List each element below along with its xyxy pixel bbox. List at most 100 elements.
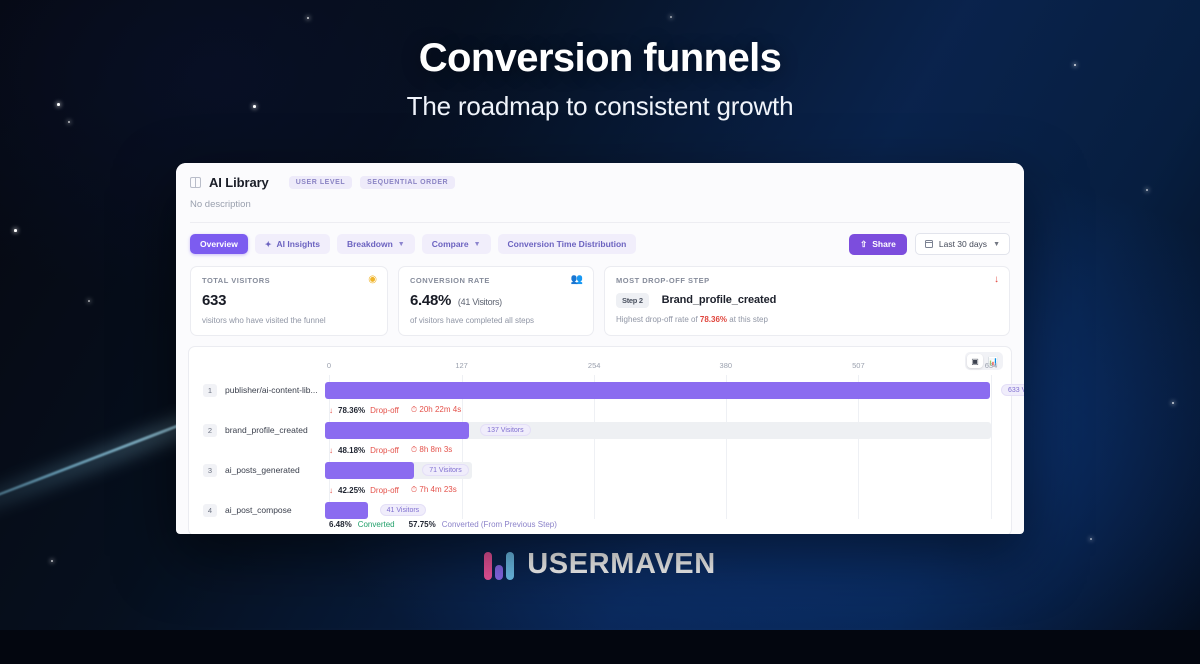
stat-label: TOTAL VISITORS <box>202 276 271 285</box>
stat-value-number: 633 <box>202 292 227 309</box>
dropoff-time: ⏱ 7h 4m 23s <box>411 485 457 495</box>
page-title: Conversion funnels <box>418 36 782 80</box>
stat-note: visitors who have visited the funnel <box>202 316 326 325</box>
down-arrow-icon: ↓ <box>329 445 333 455</box>
tab-compare[interactable]: Compare ▼ <box>421 234 491 254</box>
tab-compare-label: Compare <box>431 239 469 249</box>
panel-icon <box>190 177 201 188</box>
bar <box>325 381 990 399</box>
dropoff-label: Drop-off <box>370 405 399 415</box>
dropoff-time-value: 20h 22m 4s <box>419 405 462 414</box>
dropoff-note-suffix: at this step <box>727 315 768 324</box>
star-dot <box>1074 64 1077 67</box>
funnel-name: AI Library <box>209 175 269 190</box>
logo-mark-icon <box>484 550 515 580</box>
dropoff-label: Drop-off <box>370 485 399 495</box>
step-label: publisher/ai-content-lib... <box>225 385 318 395</box>
visitors-chip: 137 Visitors <box>480 424 531 436</box>
converted-value: 6.48% <box>329 520 352 529</box>
tab-conversion-time-label: Conversion Time Distribution <box>507 239 627 249</box>
bar-track: 633 Visitors <box>325 381 1024 399</box>
tab-breakdown[interactable]: Breakdown ▼ <box>336 234 415 254</box>
date-range-label: Last 30 days <box>938 239 988 249</box>
people-icon: 👥 <box>570 274 583 285</box>
chart-view-toggle[interactable]: ▣ 📊 <box>965 352 1003 370</box>
x-tick: 634 <box>984 361 998 370</box>
dropoff-percent: 48.18% <box>338 445 366 455</box>
funnel-row[interactable]: 4 ai_post_compose 41 Visitors <box>199 499 991 521</box>
gridline <box>991 375 992 519</box>
stat-value: 6.48% (41 Visitors) <box>410 292 582 309</box>
funnel-row[interactable]: 3 ai_posts_generated 71 Visitors <box>199 459 991 481</box>
funnel-description: No description <box>190 199 251 210</box>
date-range-picker[interactable]: Last 30 days ▼ <box>914 233 1010 255</box>
chevron-down-icon: ▼ <box>473 240 481 248</box>
bar <box>325 461 414 479</box>
star-dot <box>51 560 53 562</box>
bar-track: 137 Visitors <box>325 421 991 439</box>
dropoff-label: Drop-off <box>370 445 399 455</box>
headline-block: Conversion funnels The roadmap to consis… <box>0 36 1200 122</box>
tab-overview[interactable]: Overview <box>190 234 248 254</box>
funnel-plot: 0 127 254 380 507 634 1 publis <box>199 361 1024 529</box>
funnel-row[interactable]: 1 publisher/ai-content-lib... 633 Visito… <box>199 379 1024 401</box>
dropoff-time-value: 7h 4m 23s <box>419 485 457 494</box>
funnel-title-row: AI Library USER LEVEL SEQUENTIAL ORDER <box>190 175 1010 190</box>
star-dot <box>68 121 70 123</box>
step-name: Brand_profile_created <box>661 294 777 307</box>
down-arrow-icon: ↓ <box>329 485 333 495</box>
bar <box>325 501 369 519</box>
brand-name: USERMAVEN <box>527 548 716 580</box>
share-button[interactable]: ⇧ Share <box>849 233 907 255</box>
converted-prev-value: 57.75% <box>408 520 436 529</box>
visitors-chip: 71 Visitors <box>422 464 469 476</box>
step-label: ai_post_compose <box>225 505 292 515</box>
tab-toolbar: Overview ✦ AI Insights Breakdown ▼ Compa… <box>176 223 1024 255</box>
stat-label: MOST DROP-OFF STEP <box>616 276 710 285</box>
bar-track: 41 Visitors <box>325 501 991 519</box>
tab-ai-insights[interactable]: ✦ AI Insights <box>254 234 330 254</box>
stat-card-conversion-rate: CONVERSION RATE 👥 6.48% (41 Visitors) of… <box>398 266 594 336</box>
converted-label: Converted <box>357 520 395 529</box>
brand-logo: USERMAVEN <box>0 548 1200 581</box>
coin-icon: ◉ <box>368 274 377 285</box>
step-index: 2 <box>203 423 217 437</box>
share-icon: ⇧ <box>860 238 868 249</box>
funnel-rows: 1 publisher/ai-content-lib... 633 Visito… <box>199 375 1024 525</box>
summary-stats-row: TOTAL VISITORS ◉ 633 visitors who have v… <box>176 255 1024 336</box>
header-divider <box>190 222 1010 223</box>
step-index: 3 <box>203 463 217 477</box>
bar-track: 71 Visitors <box>325 461 473 479</box>
page-subtitle: The roadmap to consistent growth <box>406 91 794 121</box>
dropoff-step-row: Step 2 Brand_profile_created <box>616 291 998 308</box>
funnel-view-icon[interactable]: ▣ <box>967 354 983 368</box>
x-tick: 380 <box>719 361 733 370</box>
tab-conversion-time-distribution[interactable]: Conversion Time Distribution <box>497 234 637 254</box>
dropoff-time-value: 8h 8m 3s <box>419 445 453 454</box>
converted-prev-label: Converted (From Previous Step) <box>441 520 557 529</box>
star-dot <box>88 300 90 302</box>
gridline <box>725 375 727 519</box>
dropoff-line: ↓ 42.25% Drop-off ⏱ 7h 4m 23s <box>329 485 457 495</box>
dropoff-note-value: 78.36% <box>699 315 728 324</box>
calendar-icon <box>924 240 933 248</box>
funnel-chart-panel: ▣ 📊 0 127 254 380 507 634 <box>188 346 1024 534</box>
gridline <box>858 375 860 519</box>
x-axis: 0 127 254 380 507 634 <box>327 361 997 373</box>
dropoff-time: ⏱ 20h 22m 4s <box>411 405 461 415</box>
step-index: 1 <box>203 383 217 397</box>
star-dot <box>57 103 60 106</box>
x-tick: 127 <box>455 361 468 370</box>
badge-user-level: USER LEVEL <box>288 176 353 189</box>
x-tick: 507 <box>852 361 865 370</box>
bar-view-icon[interactable]: 📊 <box>988 356 998 366</box>
card-header: AI Library USER LEVEL SEQUENTIAL ORDER N… <box>176 163 1024 223</box>
app-screenshot-card: AI Library USER LEVEL SEQUENTIAL ORDER N… <box>176 163 1024 534</box>
visitors-chip: 633 Visitors <box>1000 384 1024 396</box>
dropoff-percent: 78.36% <box>338 405 366 415</box>
tab-overview-label: Overview <box>200 239 238 249</box>
step-index: 4 <box>203 503 217 517</box>
sparkle-icon: ✦ <box>264 239 272 249</box>
tab-ai-insights-label: AI Insights <box>276 239 320 249</box>
funnel-row[interactable]: 2 brand_profile_created 137 Visitors <box>199 419 991 441</box>
